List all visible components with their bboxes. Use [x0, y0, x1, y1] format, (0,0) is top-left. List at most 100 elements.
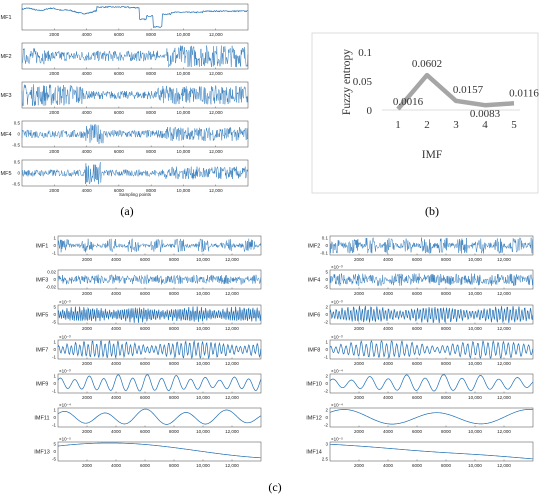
signal-trace: [329, 339, 534, 359]
y-exponent-label: ×10⁻³: [59, 335, 71, 340]
x-tick-label: 12,000: [497, 429, 511, 434]
x-tick-label: 8000: [169, 395, 180, 400]
data-label: 0.0083: [470, 108, 501, 120]
y-tick-label: -1: [52, 355, 56, 360]
y-tick-label: 1: [53, 236, 56, 241]
y-axis-label: IMF12: [306, 416, 322, 422]
x-tick-label: 2000: [49, 149, 60, 154]
subplot-frame: [57, 235, 262, 256]
panel-label-a: (a): [120, 204, 133, 218]
x-tick-label: 4000: [82, 149, 93, 154]
x-tick-label: 8000: [169, 257, 180, 262]
y-exponent-label: ×10⁻⁴: [59, 403, 71, 408]
x-tick-label: 10,000: [468, 291, 482, 296]
x-tick-label: 6000: [140, 463, 151, 468]
x-tick-label: 6000: [412, 395, 423, 400]
x-tick-label: 4000: [383, 395, 394, 400]
y-tick-label: 0: [367, 105, 373, 117]
y-tick-label: 0: [53, 312, 56, 317]
signal-trace: [329, 409, 533, 425]
x-tick-label: 4000: [111, 429, 122, 434]
y-tick-label: 0.1: [358, 47, 372, 59]
x-tick-label: 2000: [49, 188, 60, 193]
x-tick-label: 6000: [412, 463, 423, 468]
y-tick-label: -1: [324, 355, 328, 360]
y-tick-label: 0.5: [14, 160, 21, 165]
y-tick-label: -2: [324, 389, 328, 394]
x-tick-label: 4000: [82, 110, 93, 115]
signal-trace: [329, 305, 534, 324]
x-tick-label: 10,000: [468, 326, 482, 331]
y-tick-label: 2: [325, 305, 328, 310]
x-tick-label: 10,000: [468, 361, 482, 366]
x-tick-label: 2000: [354, 395, 365, 400]
signal-trace: [57, 274, 262, 285]
y-tick-label: 5: [53, 442, 56, 447]
y-tick-label: -1: [52, 251, 56, 256]
y-tick-label: -0.5: [12, 143, 20, 148]
chart-frame: [311, 32, 539, 194]
x-tick-label: 6000: [140, 257, 151, 262]
y-tick-label: 0: [17, 132, 20, 137]
x-tick-label: 4000: [383, 257, 394, 262]
x-tick-label: 12,000: [225, 291, 239, 296]
x-axis-label: IMF: [422, 149, 442, 161]
x-tick-label: 6000: [140, 395, 151, 400]
y-axis-label: IMF10: [306, 382, 322, 388]
y-tick-label: 0: [53, 277, 56, 282]
x-tick-label: 10,000: [468, 395, 482, 400]
y-tick-label: 0.5: [14, 121, 21, 126]
y-exponent-label: ×10⁻³: [331, 265, 343, 270]
x-tick-label: 12,000: [225, 395, 239, 400]
x-tick-label: 2000: [82, 326, 93, 331]
x-tick-label: 4000: [111, 326, 122, 331]
y-tick-label: -0.5: [12, 182, 20, 187]
x-tick-label: 8000: [441, 395, 452, 400]
x-tick-label: 8000: [441, 463, 452, 468]
signal-trace: [21, 161, 249, 185]
x-tick-label: 4000: [82, 188, 93, 193]
x-tick-label: 6000: [140, 326, 151, 331]
x-tick-label: 4: [482, 119, 488, 131]
x-tick-label: 8000: [146, 188, 157, 193]
y-tick-label: 0.1: [322, 236, 329, 241]
x-tick-label: 10,000: [196, 291, 210, 296]
y-axis-label: IMF3: [36, 278, 49, 284]
x-tick-label: 3: [453, 119, 459, 131]
signal-trace: [21, 45, 249, 68]
signal-trace: [329, 443, 533, 460]
y-tick-label: 1: [325, 340, 328, 345]
x-tick-label: 4000: [82, 71, 93, 76]
y-tick-label: -2: [324, 423, 328, 428]
x-tick-label: 4000: [383, 361, 394, 366]
y-tick-label: -5: [324, 285, 328, 290]
x-tick-label: 10,000: [468, 257, 482, 262]
y-axis-label: MF1: [1, 15, 12, 21]
x-tick-label: 6000: [412, 291, 423, 296]
x-axis-label: Sampling points: [119, 192, 152, 197]
y-tick-label: 0: [325, 415, 328, 420]
x-tick-label: 6000: [114, 149, 125, 154]
y-exponent-label: ×10⁻³: [59, 369, 71, 374]
x-tick-label: 12,000: [497, 395, 511, 400]
x-tick-label: 4000: [383, 429, 394, 434]
panel-label-c: (c): [268, 480, 281, 494]
x-tick-label: 12,000: [225, 463, 239, 468]
y-tick-label: 0: [325, 243, 328, 248]
panel-label-b: (b): [425, 204, 439, 218]
y-axis-label: IMF1: [36, 244, 49, 250]
x-tick-label: 2000: [49, 32, 60, 37]
y-tick-label: 0: [325, 312, 328, 317]
y-axis-label: IMF7: [36, 348, 49, 354]
x-tick-label: 8000: [169, 429, 180, 434]
y-tick-label: -2: [324, 320, 328, 325]
x-tick-label: 6000: [412, 361, 423, 366]
x-tick-label: 12,000: [497, 257, 511, 262]
signal-trace: [329, 374, 534, 392]
x-tick-label: 6000: [140, 291, 151, 296]
y-axis-label: IMF4: [308, 278, 321, 284]
x-tick-label: 12,000: [225, 326, 239, 331]
x-tick-label: 12,000: [209, 149, 223, 154]
signal-trace: [21, 124, 249, 144]
